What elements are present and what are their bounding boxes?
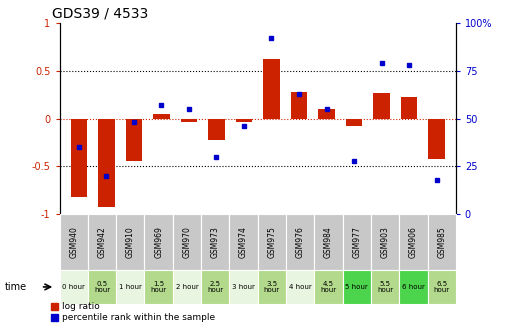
- Text: 6 hour: 6 hour: [402, 284, 425, 290]
- Bar: [373, 93, 390, 118]
- Bar: [181, 118, 197, 122]
- Bar: [314, 214, 342, 270]
- Text: 3 hour: 3 hour: [232, 284, 255, 290]
- Text: GSM976: GSM976: [296, 226, 305, 258]
- Text: 0 hour: 0 hour: [62, 284, 85, 290]
- Bar: [229, 270, 258, 304]
- Text: 6.5
hour: 6.5 hour: [434, 281, 450, 293]
- Text: GSM984: GSM984: [324, 226, 333, 258]
- Text: 3.5
hour: 3.5 hour: [264, 281, 280, 293]
- Bar: [399, 214, 427, 270]
- Bar: [258, 214, 286, 270]
- Bar: [428, 118, 445, 159]
- Bar: [342, 214, 371, 270]
- Bar: [116, 214, 145, 270]
- Bar: [201, 214, 229, 270]
- Text: GSM910: GSM910: [126, 226, 135, 258]
- Text: 0.5
hour: 0.5 hour: [94, 281, 110, 293]
- Bar: [236, 118, 252, 122]
- Bar: [371, 214, 399, 270]
- Text: 1.5
hour: 1.5 hour: [151, 281, 167, 293]
- Bar: [229, 214, 258, 270]
- Bar: [98, 118, 114, 208]
- Text: 4 hour: 4 hour: [289, 284, 311, 290]
- Text: 5 hour: 5 hour: [346, 284, 368, 290]
- Text: GSM903: GSM903: [381, 226, 390, 258]
- Bar: [173, 214, 201, 270]
- Bar: [399, 270, 427, 304]
- Text: GSM974: GSM974: [239, 226, 248, 258]
- Bar: [153, 114, 170, 118]
- Text: GSM940: GSM940: [69, 226, 78, 258]
- Bar: [88, 214, 116, 270]
- Text: GSM977: GSM977: [352, 226, 361, 258]
- Bar: [371, 270, 399, 304]
- Text: time: time: [5, 282, 27, 292]
- Bar: [286, 270, 314, 304]
- Text: 4.5
hour: 4.5 hour: [321, 281, 337, 293]
- Text: 5.5
hour: 5.5 hour: [377, 281, 393, 293]
- Text: GSM970: GSM970: [182, 226, 192, 258]
- Bar: [286, 214, 314, 270]
- Bar: [116, 270, 145, 304]
- Text: 2 hour: 2 hour: [176, 284, 198, 290]
- Bar: [291, 92, 307, 118]
- Text: GSM973: GSM973: [211, 226, 220, 258]
- Bar: [145, 214, 173, 270]
- Bar: [314, 270, 342, 304]
- Text: GSM985: GSM985: [437, 226, 446, 258]
- Bar: [145, 270, 173, 304]
- Text: 2.5
hour: 2.5 hour: [207, 281, 223, 293]
- Text: GSM975: GSM975: [267, 226, 277, 258]
- Text: 1 hour: 1 hour: [119, 284, 142, 290]
- Bar: [342, 270, 371, 304]
- Bar: [88, 270, 116, 304]
- Bar: [427, 270, 456, 304]
- Legend: log ratio, percentile rank within the sample: log ratio, percentile rank within the sa…: [51, 302, 215, 322]
- Bar: [401, 96, 418, 118]
- Bar: [60, 214, 88, 270]
- Bar: [346, 118, 362, 126]
- Bar: [60, 270, 88, 304]
- Text: GDS39 / 4533: GDS39 / 4533: [52, 6, 148, 20]
- Bar: [318, 109, 335, 118]
- Text: GSM906: GSM906: [409, 226, 418, 258]
- Bar: [70, 118, 87, 197]
- Bar: [201, 270, 229, 304]
- Bar: [263, 59, 280, 118]
- Bar: [173, 270, 201, 304]
- Bar: [427, 214, 456, 270]
- Text: GSM942: GSM942: [97, 226, 107, 258]
- Bar: [258, 270, 286, 304]
- Bar: [208, 118, 225, 140]
- Bar: [125, 118, 142, 161]
- Text: GSM969: GSM969: [154, 226, 163, 258]
